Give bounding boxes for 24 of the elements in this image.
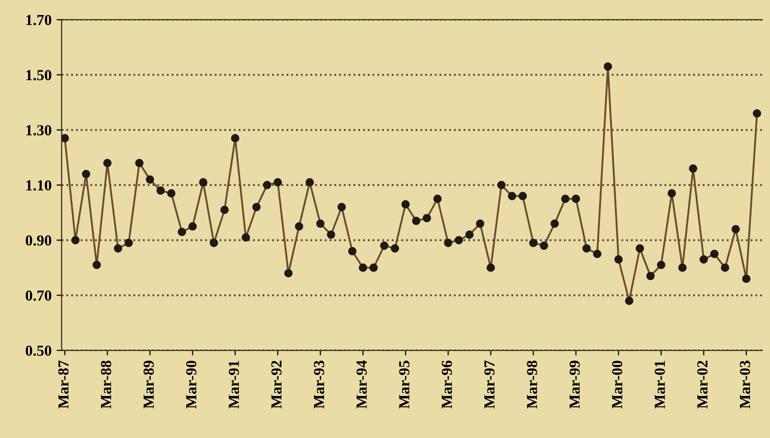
y-tick-label: 1.10 — [26, 180, 52, 191]
x-tick-label: Mar-88 — [100, 360, 112, 408]
x-tick-label: Mar-92 — [271, 360, 282, 408]
y-tick-label: 0.90 — [26, 235, 52, 246]
x-tick-label: Mar-02 — [697, 360, 708, 408]
x-tick-label: Mar-93 — [314, 360, 324, 408]
x-tick-label: Mar-91 — [228, 360, 239, 408]
x-tick-label: Mar-89 — [144, 360, 154, 408]
x-tick-label: Mar-87 — [58, 360, 69, 408]
x-tick-label: Mar-97 — [484, 360, 495, 408]
x-tick-label: Mar-03 — [740, 360, 750, 408]
y-tick-label: 1.70 — [26, 14, 52, 26]
x-tick-label: Mar-95 — [399, 360, 410, 408]
x-tick-label: Mar-00 — [612, 360, 622, 408]
x-tick-label: Mar-90 — [186, 360, 196, 408]
y-tick-label: 1.30 — [26, 125, 52, 136]
y-tick-label: 1.50 — [26, 70, 52, 80]
x-tick-label: Mar-01 — [654, 360, 665, 408]
x-tick-label: Mar-99 — [570, 360, 580, 408]
y-tick-label: 0.50 — [26, 346, 52, 356]
x-tick-label: Mar-94 — [356, 360, 367, 408]
y-tick-label: 0.70 — [26, 290, 52, 301]
x-tick-label: Mar-96 — [442, 360, 452, 408]
x-tick-label: Mar-98 — [526, 360, 538, 408]
